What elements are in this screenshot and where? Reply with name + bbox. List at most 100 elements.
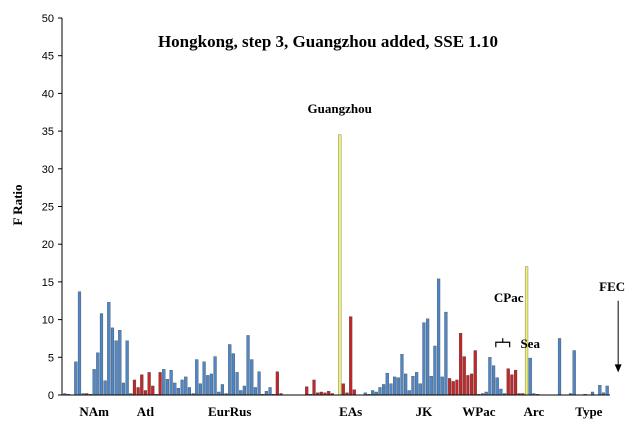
bar: [242, 385, 246, 396]
bar: [125, 340, 129, 396]
bar: [415, 372, 419, 396]
bar: [396, 377, 400, 396]
y-tick-label: 25: [42, 202, 54, 214]
bar: [96, 352, 100, 396]
bar: [389, 383, 393, 396]
bar: [433, 345, 437, 396]
bar: [382, 384, 386, 396]
bar: [165, 379, 170, 396]
annotations: Guangzhou Sea CPac FEC: [308, 101, 625, 373]
bar: [422, 322, 426, 396]
bar: [400, 354, 404, 396]
bar: [202, 361, 206, 396]
y-tick-label: 0: [48, 390, 54, 402]
bar: [393, 376, 397, 396]
group-label: Atl: [137, 404, 155, 419]
bar: [338, 134, 342, 396]
y-axis: 0 5 10 15 20 25 30 35 40 45 50: [42, 13, 62, 402]
bar: [466, 375, 470, 396]
bar: [378, 387, 382, 396]
bar: [513, 369, 518, 396]
bar: [173, 382, 177, 396]
y-tick-label: 15: [42, 277, 54, 289]
bar: [121, 382, 126, 396]
bar: [250, 359, 254, 396]
bar: [143, 390, 148, 396]
bar: [103, 380, 107, 396]
bar: [341, 383, 345, 396]
y-tick-label: 45: [42, 51, 54, 63]
bar: [371, 390, 375, 396]
bar: [110, 327, 115, 396]
bar: [151, 385, 155, 396]
group-label: JK: [416, 404, 434, 419]
bar: [235, 372, 239, 396]
bar: [114, 340, 118, 396]
bar: [246, 335, 250, 396]
bar: [488, 357, 492, 396]
group-label: NAm: [79, 404, 109, 419]
bar: [198, 383, 203, 396]
bar: [327, 391, 331, 396]
bar: [448, 378, 452, 396]
y-tick-label: 35: [42, 126, 54, 138]
bar: [469, 373, 474, 396]
annotation-sea: Sea: [520, 336, 540, 351]
bar: [74, 361, 78, 396]
fec-arrow-head: [614, 364, 622, 373]
group-labels: NAm Atl EurRus EAs JK WPac Arc Type: [79, 404, 602, 419]
bar: [312, 379, 316, 396]
bar: [305, 386, 309, 396]
bar: [275, 371, 279, 396]
y-tick-label: 30: [42, 164, 54, 176]
bar: [228, 344, 232, 396]
bar: [209, 373, 213, 396]
bar: [528, 357, 532, 396]
bar: [510, 374, 514, 396]
bar: [495, 377, 499, 396]
axis-lines: [61, 18, 610, 396]
annotation-fec: FEC: [599, 279, 625, 294]
y-tick-label: 5: [48, 352, 54, 364]
bar: [524, 266, 529, 396]
bar: [499, 388, 503, 396]
bar: [206, 375, 210, 396]
bar: [231, 353, 235, 396]
y-tick-label: 10: [42, 315, 54, 327]
bar: [184, 376, 188, 396]
bar: [429, 375, 433, 396]
bar: [459, 333, 463, 396]
bar: [187, 387, 192, 396]
bar: [253, 387, 257, 396]
bar: [99, 313, 104, 396]
bar: [418, 383, 422, 396]
bar: [169, 369, 173, 396]
bar: [268, 387, 272, 396]
bar: [404, 373, 408, 396]
bar: [118, 330, 122, 396]
bar: [77, 291, 82, 396]
bar: [473, 350, 477, 396]
bar: [451, 381, 455, 396]
chart-title: Hongkong, step 3, Guangzhou added, SSE 1…: [158, 32, 498, 51]
bar: [462, 356, 466, 396]
bar: [264, 391, 268, 396]
bar: [407, 390, 411, 396]
bar: [239, 390, 243, 396]
bar: [411, 375, 415, 396]
bar: [557, 338, 562, 396]
bar: [598, 385, 602, 396]
bar: [195, 359, 199, 396]
bar: [491, 365, 496, 396]
bar: [385, 372, 389, 396]
bar: [349, 316, 353, 396]
bar: [352, 389, 356, 396]
cpac-bracket: [495, 338, 511, 348]
bar: [572, 350, 576, 396]
y-axis-label: F Ratio: [10, 184, 25, 225]
bar: [220, 384, 224, 396]
bar: [176, 388, 181, 396]
group-label: Arc: [524, 404, 545, 419]
y-tick-label: 50: [42, 13, 54, 25]
